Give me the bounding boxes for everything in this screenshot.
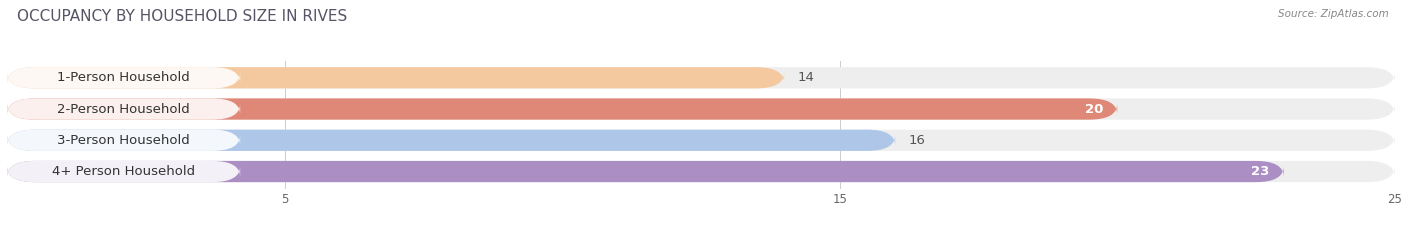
Text: OCCUPANCY BY HOUSEHOLD SIZE IN RIVES: OCCUPANCY BY HOUSEHOLD SIZE IN RIVES <box>17 9 347 24</box>
FancyBboxPatch shape <box>7 67 785 88</box>
Text: 2-Person Household: 2-Person Household <box>58 103 190 116</box>
FancyBboxPatch shape <box>7 130 240 151</box>
Text: 1-Person Household: 1-Person Household <box>58 71 190 84</box>
Text: Source: ZipAtlas.com: Source: ZipAtlas.com <box>1278 9 1389 19</box>
FancyBboxPatch shape <box>7 98 240 120</box>
FancyBboxPatch shape <box>7 67 1395 88</box>
FancyBboxPatch shape <box>7 130 1395 151</box>
Text: 3-Person Household: 3-Person Household <box>58 134 190 147</box>
FancyBboxPatch shape <box>7 98 1118 120</box>
Text: 23: 23 <box>1251 165 1270 178</box>
FancyBboxPatch shape <box>7 98 1395 120</box>
Text: 4+ Person Household: 4+ Person Household <box>52 165 195 178</box>
FancyBboxPatch shape <box>7 130 896 151</box>
Text: 16: 16 <box>910 134 927 147</box>
FancyBboxPatch shape <box>7 67 240 88</box>
Text: 20: 20 <box>1085 103 1104 116</box>
FancyBboxPatch shape <box>7 161 240 182</box>
Text: 14: 14 <box>799 71 815 84</box>
FancyBboxPatch shape <box>7 161 1284 182</box>
FancyBboxPatch shape <box>7 161 1395 182</box>
